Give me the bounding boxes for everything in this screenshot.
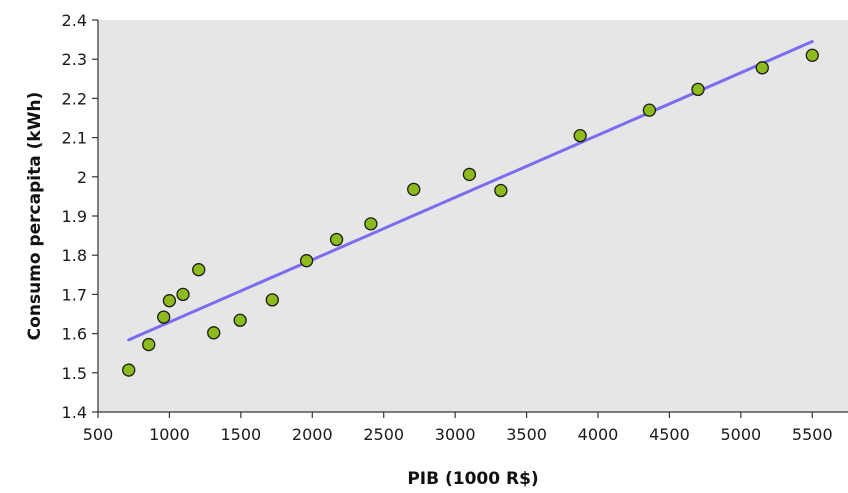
data-point xyxy=(233,313,247,327)
x-tick-label: 4500 xyxy=(649,425,690,444)
data-point xyxy=(755,61,769,75)
x-tick-label: 1500 xyxy=(220,425,261,444)
x-tick-label: 3000 xyxy=(435,425,476,444)
y-axis-title: Consumo percapita (kWh) xyxy=(25,92,45,341)
y-tick-label: 2 xyxy=(77,168,87,187)
y-tick-label: 2.1 xyxy=(62,129,87,148)
x-tick-label: 1000 xyxy=(149,425,190,444)
x-tick-label: 2500 xyxy=(363,425,404,444)
data-point xyxy=(122,363,136,377)
data-point xyxy=(573,128,587,143)
data-point xyxy=(162,294,177,308)
y-axis-ticks: 1.4 1.5 1.6 1.7 1.8 1.9 2 2.1 2.2 2.3 2.4 xyxy=(62,11,98,422)
data-points xyxy=(122,48,819,377)
y-tick-label: 2.3 xyxy=(62,50,87,69)
x-axis-title: PIB (1000 R$) xyxy=(407,469,538,489)
y-tick-label: 1.7 xyxy=(62,285,87,304)
data-point xyxy=(805,48,819,62)
data-point xyxy=(494,183,508,198)
data-point xyxy=(176,287,190,302)
data-point xyxy=(142,337,156,352)
data-point xyxy=(364,217,378,231)
y-tick-label: 2.4 xyxy=(62,11,87,30)
data-point xyxy=(642,103,657,117)
y-tick-label: 1.6 xyxy=(62,325,87,344)
x-axis-ticks: 500 1000 1500 2000 2500 3000 3500 4000 4500 5000 5… xyxy=(83,412,833,444)
x-tick-label: 2000 xyxy=(292,425,333,444)
data-point xyxy=(329,232,344,247)
plot-area xyxy=(98,20,848,412)
x-tick-label: 3500 xyxy=(506,425,547,444)
y-tick-label: 1.8 xyxy=(62,246,87,265)
x-tick-label: 4000 xyxy=(578,425,619,444)
data-point xyxy=(299,254,314,268)
y-tick-label: 1.4 xyxy=(62,403,87,422)
data-point xyxy=(691,82,705,97)
x-tick-label: 5000 xyxy=(720,425,761,444)
y-tick-label: 1.9 xyxy=(62,207,87,226)
data-point xyxy=(462,167,477,182)
data-point xyxy=(157,310,171,324)
data-point xyxy=(407,182,421,196)
data-point xyxy=(192,263,206,277)
y-tick-label: 2.2 xyxy=(62,89,87,108)
x-tick-label: 500 xyxy=(83,425,114,444)
y-tick-label: 1.5 xyxy=(62,364,87,383)
data-point xyxy=(265,293,279,307)
x-tick-label: 5500 xyxy=(792,425,833,444)
data-point xyxy=(207,326,221,340)
